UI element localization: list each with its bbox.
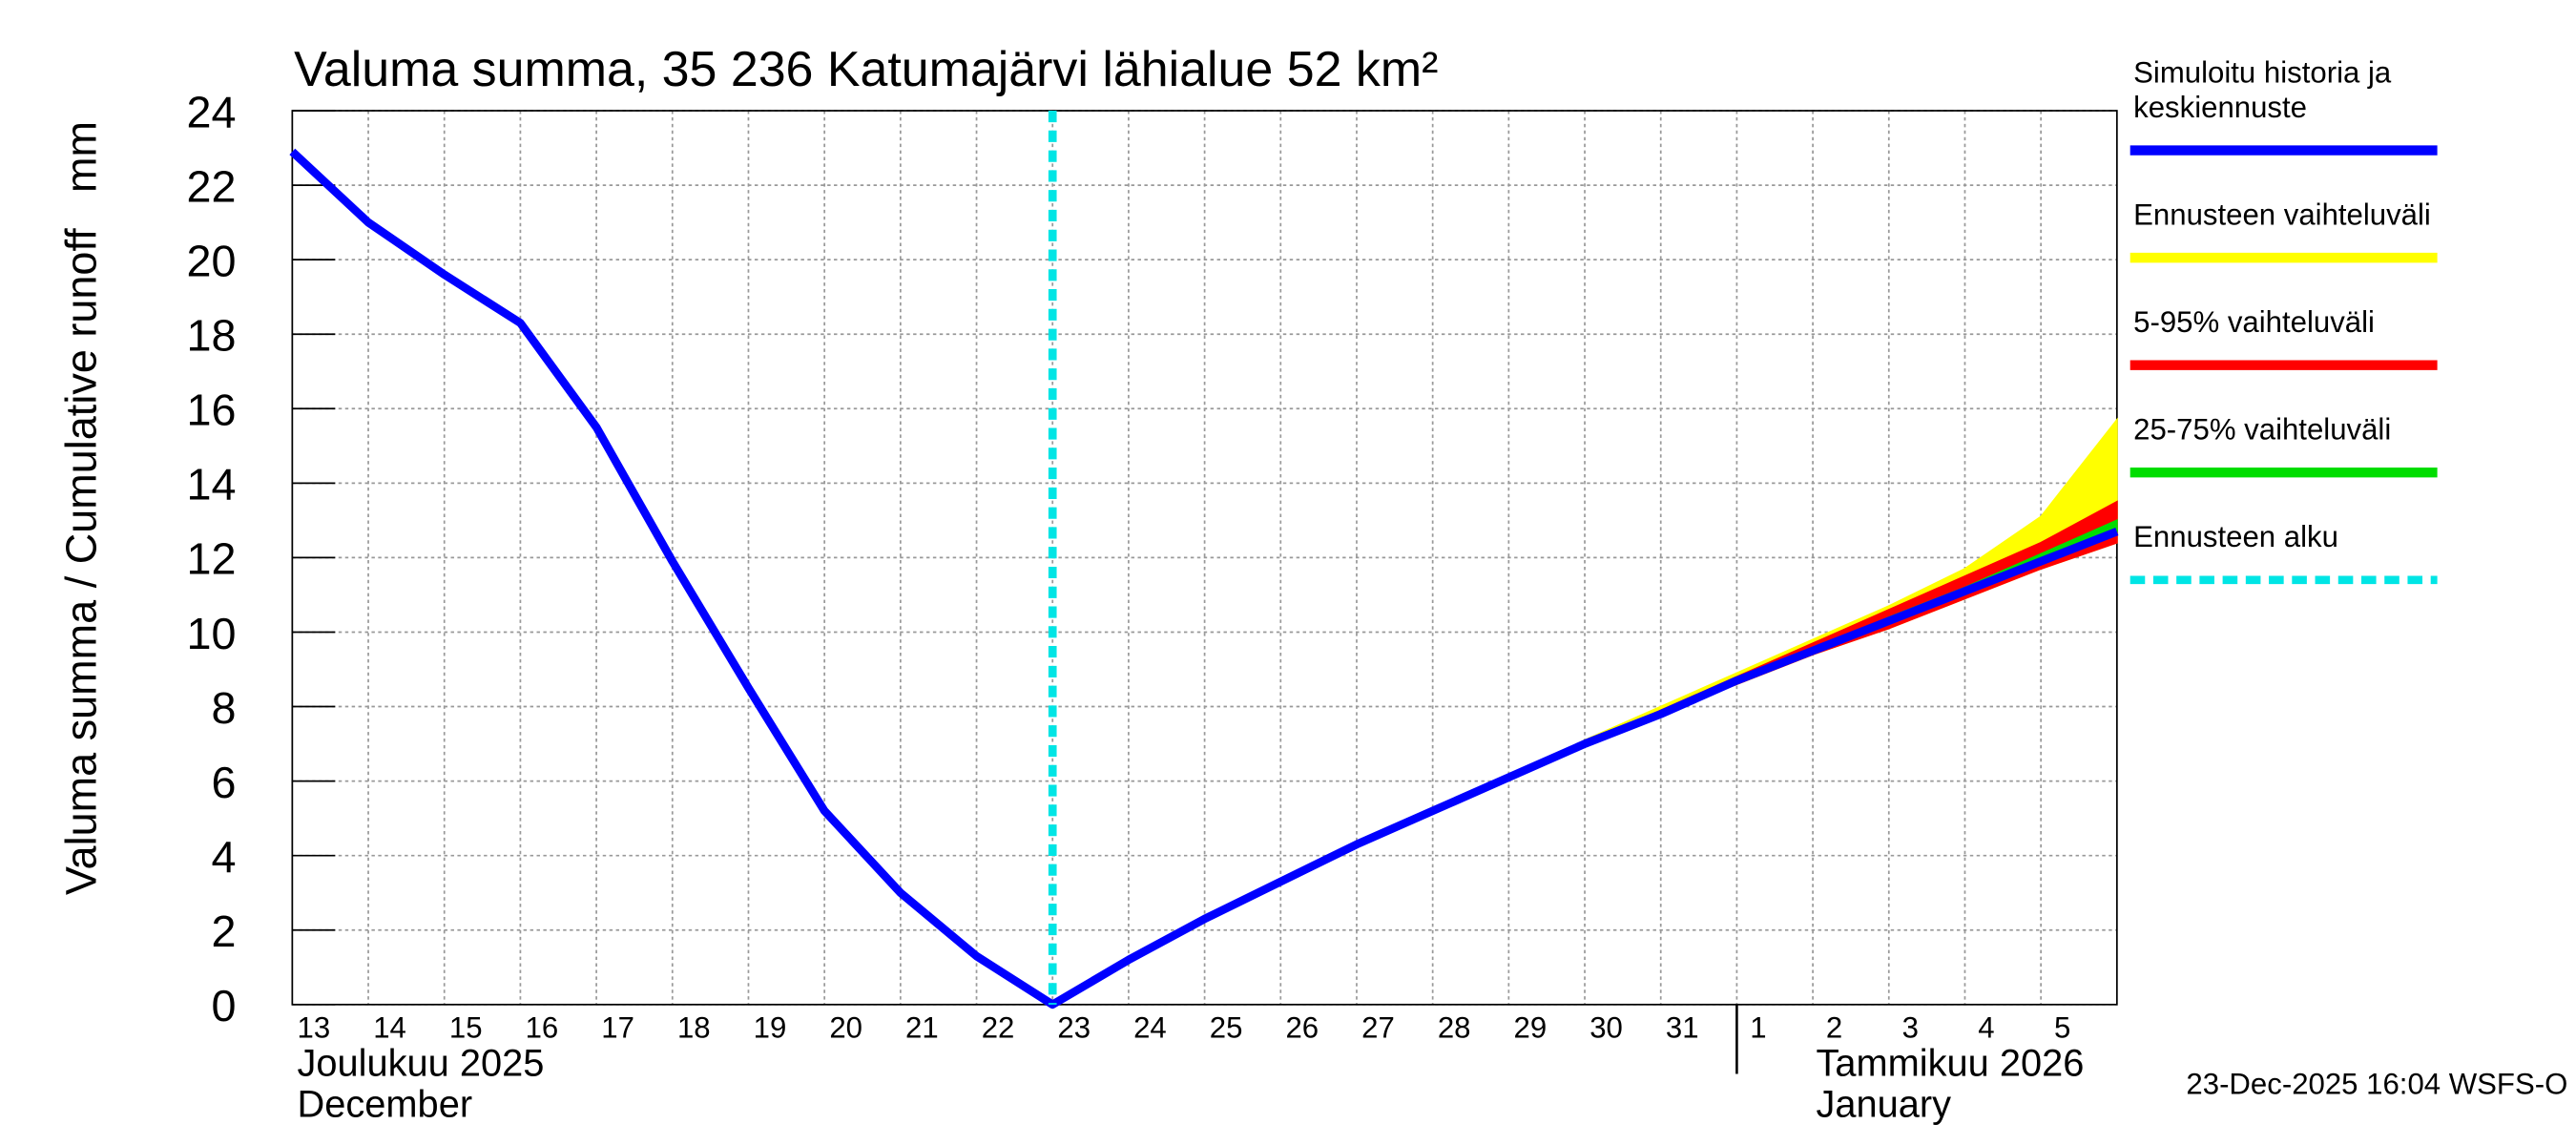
line	[289, 148, 2119, 1010]
y-tick-label: 4	[212, 832, 237, 882]
legend-label: 5-95% vaihteluväli	[2133, 305, 2375, 339]
x-tick-label: 2	[1826, 1010, 1842, 1044]
y-tick-label: 2	[212, 906, 237, 956]
x-tick-label: 18	[677, 1010, 711, 1044]
x-tick-label: 21	[905, 1010, 939, 1044]
y-tick-label: 12	[187, 534, 237, 584]
x-tick-label: 25	[1210, 1010, 1243, 1044]
x-tick-label: 4	[1978, 1010, 1994, 1044]
x-tick-label: 20	[829, 1010, 862, 1044]
month-label: Joulukuu 2025	[298, 1042, 545, 1084]
x-tick-label: 23	[1057, 1010, 1091, 1044]
y-tick-label: 20	[187, 236, 237, 285]
x-tick-label: 3	[1902, 1010, 1919, 1044]
y-tick-label: 8	[212, 683, 237, 733]
x-tick-label: 22	[982, 1010, 1015, 1044]
footer: 23-Dec-2025 16:04 WSFS-O	[2186, 1067, 2567, 1100]
month-label: January	[1816, 1084, 1951, 1126]
x-tick-label: 14	[373, 1010, 406, 1044]
legend-label: 25-75% vaihteluväli	[2133, 413, 2391, 447]
x-tick-label: 30	[1589, 1010, 1623, 1044]
y-tick-label: 6	[212, 758, 237, 807]
y-axis-unit: mm	[56, 121, 105, 193]
x-tick-label: 15	[449, 1010, 483, 1044]
x-tick-label: 13	[298, 1010, 331, 1044]
month-label: Tammikuu 2026	[1816, 1042, 2084, 1084]
y-tick-label: 0	[212, 981, 237, 1030]
x-tick-label: 31	[1666, 1010, 1699, 1044]
x-tick-label: 17	[601, 1010, 634, 1044]
y-tick-label: 18	[187, 311, 237, 361]
x-tick-label: 5	[2054, 1010, 2070, 1044]
legend-label: Ennusteen alku	[2133, 520, 2338, 553]
y-tick-label: 24	[187, 87, 237, 136]
x-tick-label: 19	[754, 1010, 787, 1044]
chart-title: Valuma summa, 35 236 Katumajärvi lähialu…	[294, 42, 1438, 97]
x-tick-label: 26	[1285, 1010, 1319, 1044]
legend-label: Simuloitu historia ja keskiennuste	[2133, 56, 2392, 124]
plot-frame	[291, 110, 2118, 1006]
x-tick-label: 1	[1750, 1010, 1766, 1044]
x-tick-label: 28	[1438, 1010, 1471, 1044]
x-tick-label: 24	[1133, 1010, 1167, 1044]
y-tick-label: 10	[187, 609, 237, 658]
x-tick-label: 29	[1514, 1010, 1548, 1044]
y-tick-label: 16	[187, 385, 237, 435]
legend-label: Ennusteen vaihteluväli	[2133, 198, 2431, 231]
month-label: December	[298, 1084, 473, 1126]
y-tick-label: 22	[187, 161, 237, 211]
y-axis-label: Valuma summa / Cumulative runoff	[56, 228, 105, 895]
y-tick-label: 14	[187, 460, 237, 510]
x-tick-label: 27	[1361, 1010, 1395, 1044]
x-tick-label: 16	[526, 1010, 559, 1044]
